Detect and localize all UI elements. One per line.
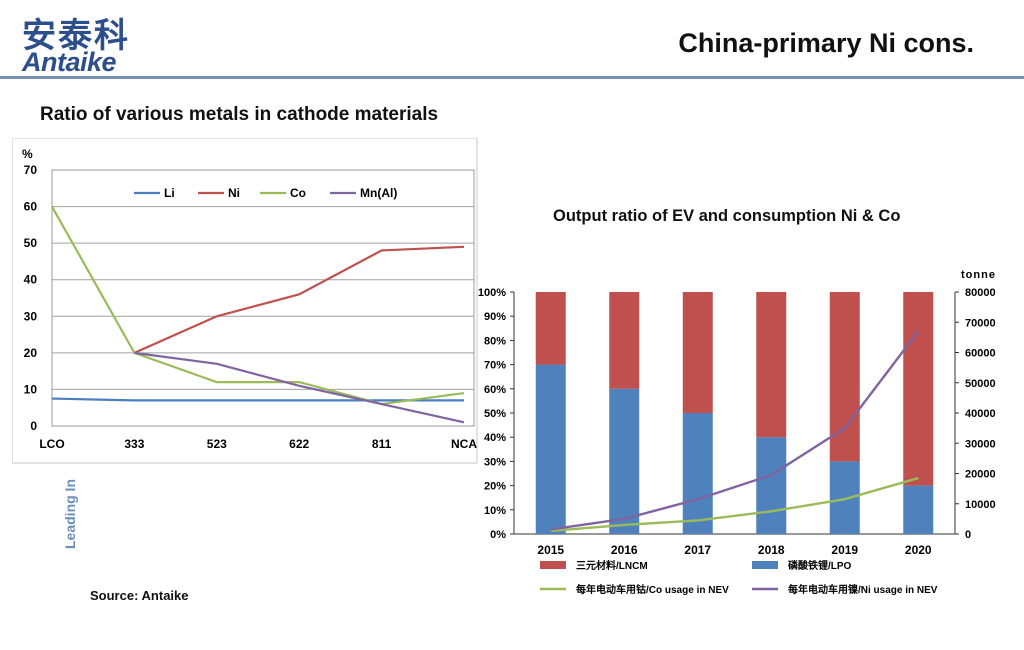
series-line-mnal <box>134 351 465 424</box>
page-title: China-primary Ni cons. <box>678 28 974 58</box>
series-line-ni <box>133 245 465 354</box>
y-right-tick-label: 60000 <box>965 348 996 360</box>
bar-lpo <box>756 437 787 534</box>
y-tick-label: 10 <box>24 382 38 396</box>
source-note: Source: Antaike <box>90 588 189 603</box>
x-tick-label: 2018 <box>758 543 785 557</box>
bar-lpo <box>682 413 713 534</box>
legend-label: 磷酸铁锂/LPO <box>788 559 852 572</box>
y-left-tick-label: 30% <box>484 456 506 468</box>
legend-label: Co <box>290 186 306 200</box>
logo-english: Antaike <box>22 47 117 77</box>
series-line-li <box>51 397 464 402</box>
bar-lpo <box>829 461 860 534</box>
left-chart-heading: Ratio of various metals in cathode mater… <box>40 104 439 125</box>
y-left-tick-label: 50% <box>484 408 506 420</box>
legend-swatch <box>752 561 778 569</box>
legend-label: 每年电动车用钴/Co usage in NEV <box>576 583 729 596</box>
ev-output-bar-chart: 0% 10% 20% 30% 40% 50% 60% 70% 80% 90% 100% 0 10000 2… <box>478 269 996 596</box>
x-tick-label: 622 <box>289 437 309 451</box>
right-chart-heading: Output ratio of EV and consumption Ni & … <box>553 207 901 225</box>
y-left-tick-label: 90% <box>484 311 506 323</box>
y-tick-label: 40 <box>24 273 38 287</box>
bar-lpo <box>903 485 934 534</box>
series-line-co <box>51 206 465 406</box>
bar-lncm <box>609 292 640 389</box>
legend-label: Mn(Al) <box>360 186 397 200</box>
y-right-tick-label: 20000 <box>965 469 996 481</box>
y-tick-label: 50 <box>24 236 38 250</box>
legend-swatch <box>540 561 566 569</box>
y-right-tick-label: 40000 <box>965 408 996 420</box>
y-left-tick-label: 60% <box>484 384 506 396</box>
series-line-ni-usage <box>550 330 920 531</box>
y-right-tick-label: 70000 <box>965 317 996 329</box>
x-tick-label: 2017 <box>684 543 711 557</box>
header-rule <box>0 76 1024 79</box>
y-left-tick-label: 40% <box>484 432 506 444</box>
series-line-co-usage <box>550 476 919 533</box>
y-tick-label: 30 <box>24 309 38 323</box>
y-right-tick-label: 10000 <box>965 499 996 511</box>
legend-label: 每年电动车用镍/Ni usage in NEV <box>788 583 938 596</box>
y-axis-label: % <box>22 147 33 161</box>
y-left-tick-label: 0% <box>490 529 506 541</box>
y-right-tick-label: 0 <box>965 529 971 541</box>
logo-chinese: 安泰科 <box>22 16 130 56</box>
y-tick-label: 70 <box>24 163 38 177</box>
plot-area <box>51 169 475 427</box>
y-right-axis-label: tonne <box>961 269 996 281</box>
y-left-tick-label: 10% <box>484 505 506 517</box>
legend-label: Li <box>164 186 175 200</box>
x-tick-label: 2020 <box>905 543 932 557</box>
y-left-tick-label: 70% <box>484 360 506 372</box>
x-tick-label: 2016 <box>611 543 638 557</box>
y-left-tick-label: 100% <box>478 287 506 299</box>
y-tick-label: 20 <box>24 346 38 360</box>
bar-lncm <box>535 292 566 365</box>
y-tick-label: 60 <box>24 200 38 214</box>
x-tick-label: LCO <box>39 437 64 451</box>
y-right-tick-label: 80000 <box>965 287 996 299</box>
metal-ratio-line-chart: 0 10 20 30 40 50 60 70% LCO 333 523 622 811 NCA Li Ni Co… <box>12 138 478 464</box>
bar-lpo <box>609 388 640 534</box>
x-tick-label: 811 <box>372 437 392 451</box>
bar-lncm <box>903 292 934 486</box>
side-label: Leading In <box>62 479 78 549</box>
x-tick-label: 333 <box>124 437 144 451</box>
y-tick-label: 0 <box>30 419 37 433</box>
y-right-tick-label: 30000 <box>965 438 996 450</box>
x-tick-label: 2019 <box>831 543 858 557</box>
y-right-tick-label: 50000 <box>965 378 996 390</box>
bar-lpo <box>535 364 566 534</box>
bar-lncm <box>682 292 713 413</box>
y-left-tick-label: 20% <box>484 481 506 493</box>
x-tick-label: 523 <box>207 437 227 451</box>
legend-label: 三元材料/LNCM <box>576 559 648 572</box>
bar-lncm <box>756 292 787 438</box>
x-tick-label: NCA <box>451 437 477 451</box>
y-left-tick-label: 80% <box>484 335 506 347</box>
x-tick-label: 2015 <box>537 543 564 557</box>
legend-label: Ni <box>228 186 240 200</box>
chart-frame <box>12 138 478 464</box>
